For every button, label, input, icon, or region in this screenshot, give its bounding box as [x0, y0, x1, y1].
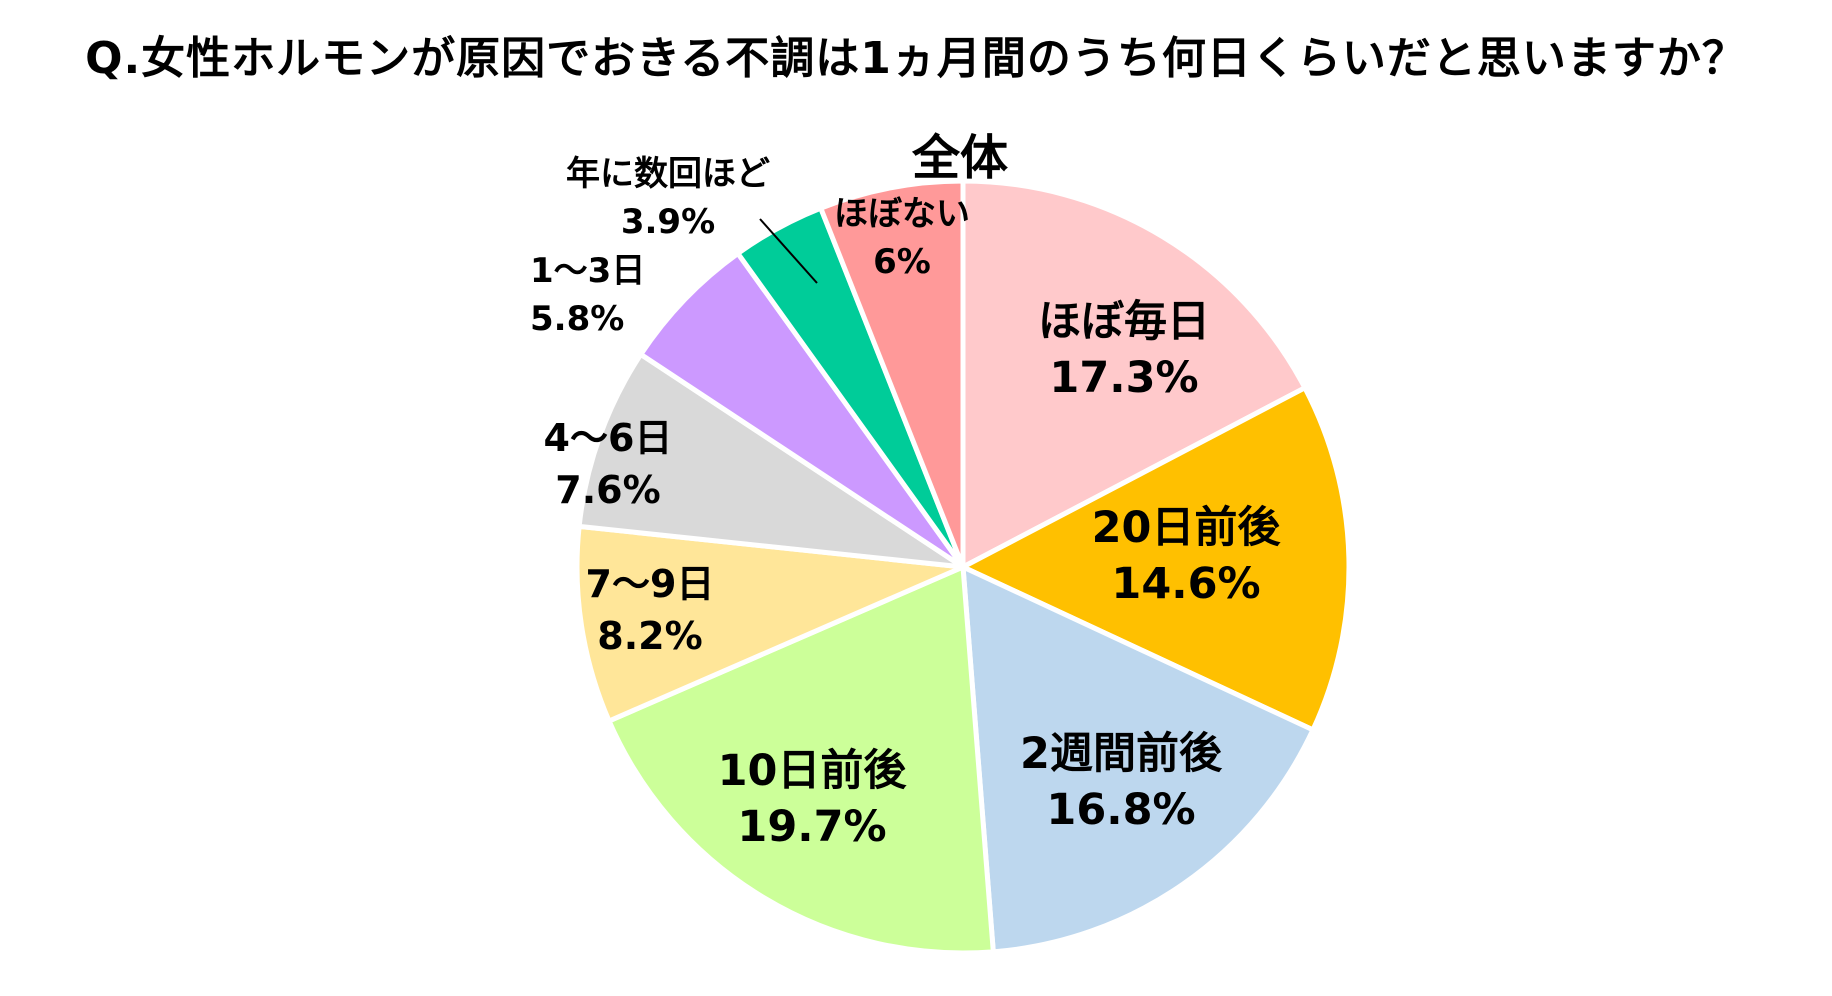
pie-slice	[606, 564, 996, 956]
slice-value-label: 19.7%	[737, 802, 886, 852]
slice-label: ほぼ毎日	[1038, 297, 1210, 347]
slice-value-label: 14.6%	[1111, 559, 1260, 609]
pie-slice	[638, 250, 966, 570]
slice-label: 10日前後	[718, 746, 908, 796]
pie-slice	[960, 178, 1308, 570]
pie-slice	[818, 178, 966, 570]
pie-slice	[574, 523, 966, 724]
pie-slice	[960, 385, 1352, 733]
slice-value-label: 16.8%	[1046, 785, 1195, 835]
pie-slice	[960, 564, 1316, 955]
slice-label: ほぼない	[834, 194, 970, 234]
slice-value-label: 17.3%	[1049, 353, 1198, 403]
slice-label: 4～6日	[544, 416, 673, 460]
slice-value-label: 3.9%	[621, 202, 715, 242]
slice-value-label: 7.6%	[555, 468, 660, 512]
slice-value-label: 6%	[873, 242, 931, 282]
slice-label: 2週間前後	[1020, 729, 1223, 779]
slice-label: 20日前後	[1092, 503, 1282, 553]
chart-title: Q.女性ホルモンが原因でおきる不調は1ヵ月間のうち何日くらいだと思いますか？	[85, 33, 1747, 84]
slice-label: 1～3日	[530, 251, 645, 291]
chart-subtitle: 全体	[911, 130, 1008, 186]
leader-line	[759, 218, 818, 284]
pie-slice	[576, 351, 966, 570]
slice-value-label: 8.2%	[597, 614, 702, 658]
slice-label: 7～9日	[586, 562, 715, 606]
slice-value-label: 5.8%	[530, 299, 624, 339]
slice-label: 年に数回ほど	[566, 154, 770, 194]
